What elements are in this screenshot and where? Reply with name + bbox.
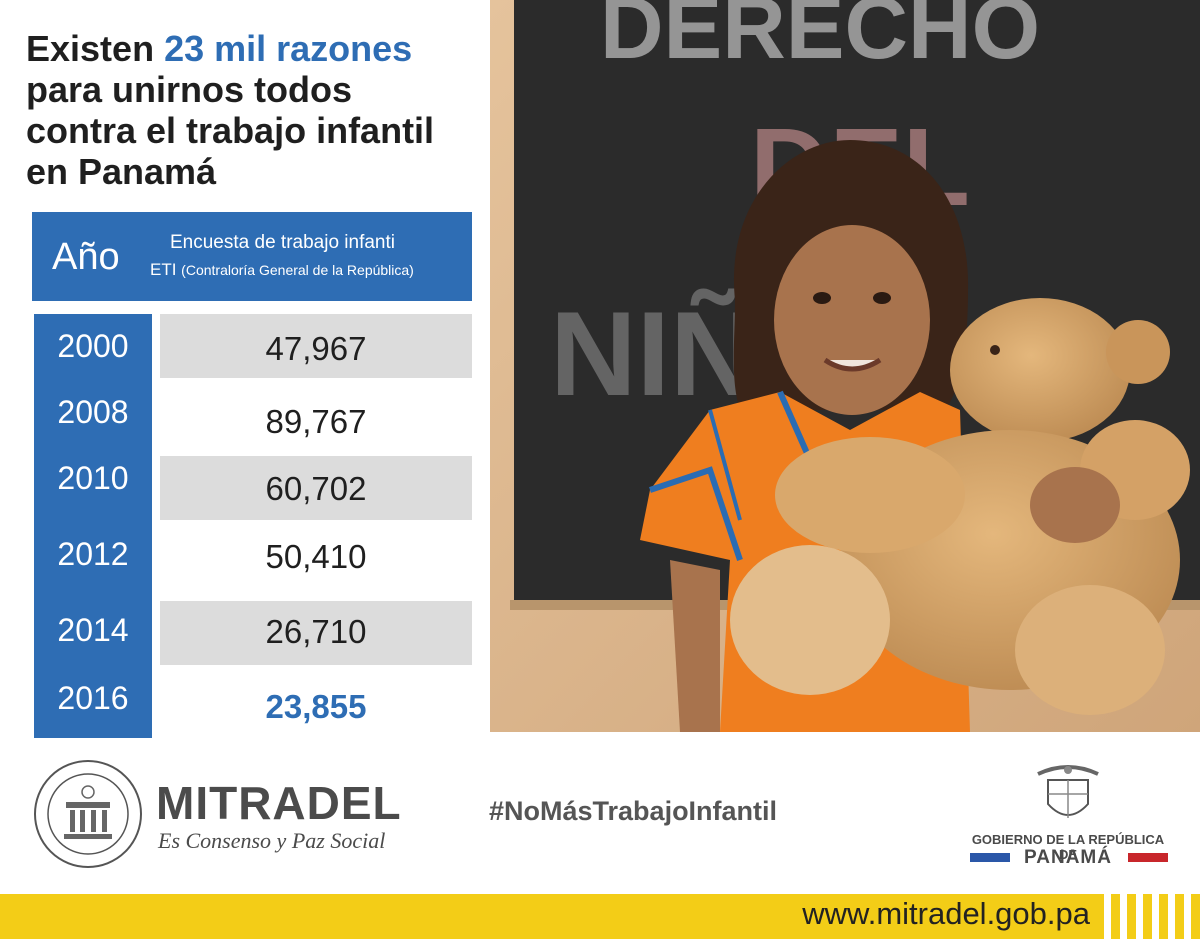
chalkboard-text: NIÑ	[550, 287, 757, 421]
headline: Existen 23 mil razones para unirnos todos…	[26, 28, 496, 192]
decorative-stripe	[1152, 894, 1159, 939]
decorative-stripe	[1184, 894, 1191, 939]
year-cell: 2000	[57, 328, 129, 364]
table-header: Año Encuesta de trabajo infanti ETI (Con…	[32, 212, 472, 301]
year-cell: 2016	[57, 680, 129, 716]
headline-line4: en Panamá	[26, 151, 217, 192]
brand-name: MITRADEL	[156, 777, 402, 829]
government-country: PANAMÁ	[1024, 847, 1112, 868]
website-link[interactable]: www.mitradel.gob.pa	[802, 896, 1090, 931]
flag-bar-red	[1128, 853, 1168, 862]
table-row-band	[160, 456, 472, 520]
ministry-seal	[32, 758, 144, 870]
coat-of-arms-icon	[1030, 760, 1106, 830]
headline-line3: contra el trabajo infantil	[26, 110, 435, 151]
teddy-bear	[730, 298, 1190, 715]
value-cell: 26,710	[265, 613, 367, 650]
chalkboard-text: DERECHO	[600, 0, 1040, 77]
value-cell: 60,702	[265, 470, 367, 507]
value-cell-highlight: 23,855	[265, 688, 367, 725]
girl-face	[774, 225, 930, 415]
flag-bar-blue	[970, 853, 1010, 862]
hashtag: #NoMásTrabajoInfantil	[489, 796, 778, 826]
value-cell: 47,967	[265, 330, 367, 367]
column-header-survey: Encuesta de trabajo infanti	[170, 232, 395, 253]
year-cell: 2014	[57, 612, 129, 648]
headline-highlight: 23 mil razones	[164, 28, 413, 69]
survey-source: (Contraloría General de la República)	[181, 262, 414, 278]
headline-prefix: Existen	[26, 28, 165, 69]
column-header-year: Año	[52, 236, 120, 278]
table-row-band	[160, 314, 472, 378]
year-cell: 2008	[57, 394, 129, 430]
government-label: GOBIERNO DE LA REPÚBLICA DE	[971, 832, 1165, 862]
decorative-stripe	[1168, 894, 1175, 939]
hero-photo: DERECHO DEL NIÑ	[490, 0, 1200, 732]
year-cell: 2010	[57, 460, 129, 496]
year-cell: 2012	[57, 536, 129, 572]
decorative-stripe	[1104, 894, 1111, 939]
value-cell: 50,410	[265, 538, 367, 575]
value-cell: 89,767	[265, 403, 367, 440]
footer-bar: www.mitradel.gob.pa	[0, 894, 1200, 939]
survey-abbrev: ETI	[150, 260, 182, 279]
decorative-stripe	[1120, 894, 1127, 939]
table-row-band	[160, 601, 472, 665]
year-column: 2000 2008 2010 2012 2014 2016	[34, 314, 152, 738]
brand-slogan: Es Consenso y Paz Social	[158, 828, 386, 853]
decorative-stripe	[1136, 894, 1143, 939]
column-header-survey-source: ETI (Contraloría General de la República…	[150, 260, 414, 280]
headline-line2: para unirnos todos	[26, 69, 353, 110]
